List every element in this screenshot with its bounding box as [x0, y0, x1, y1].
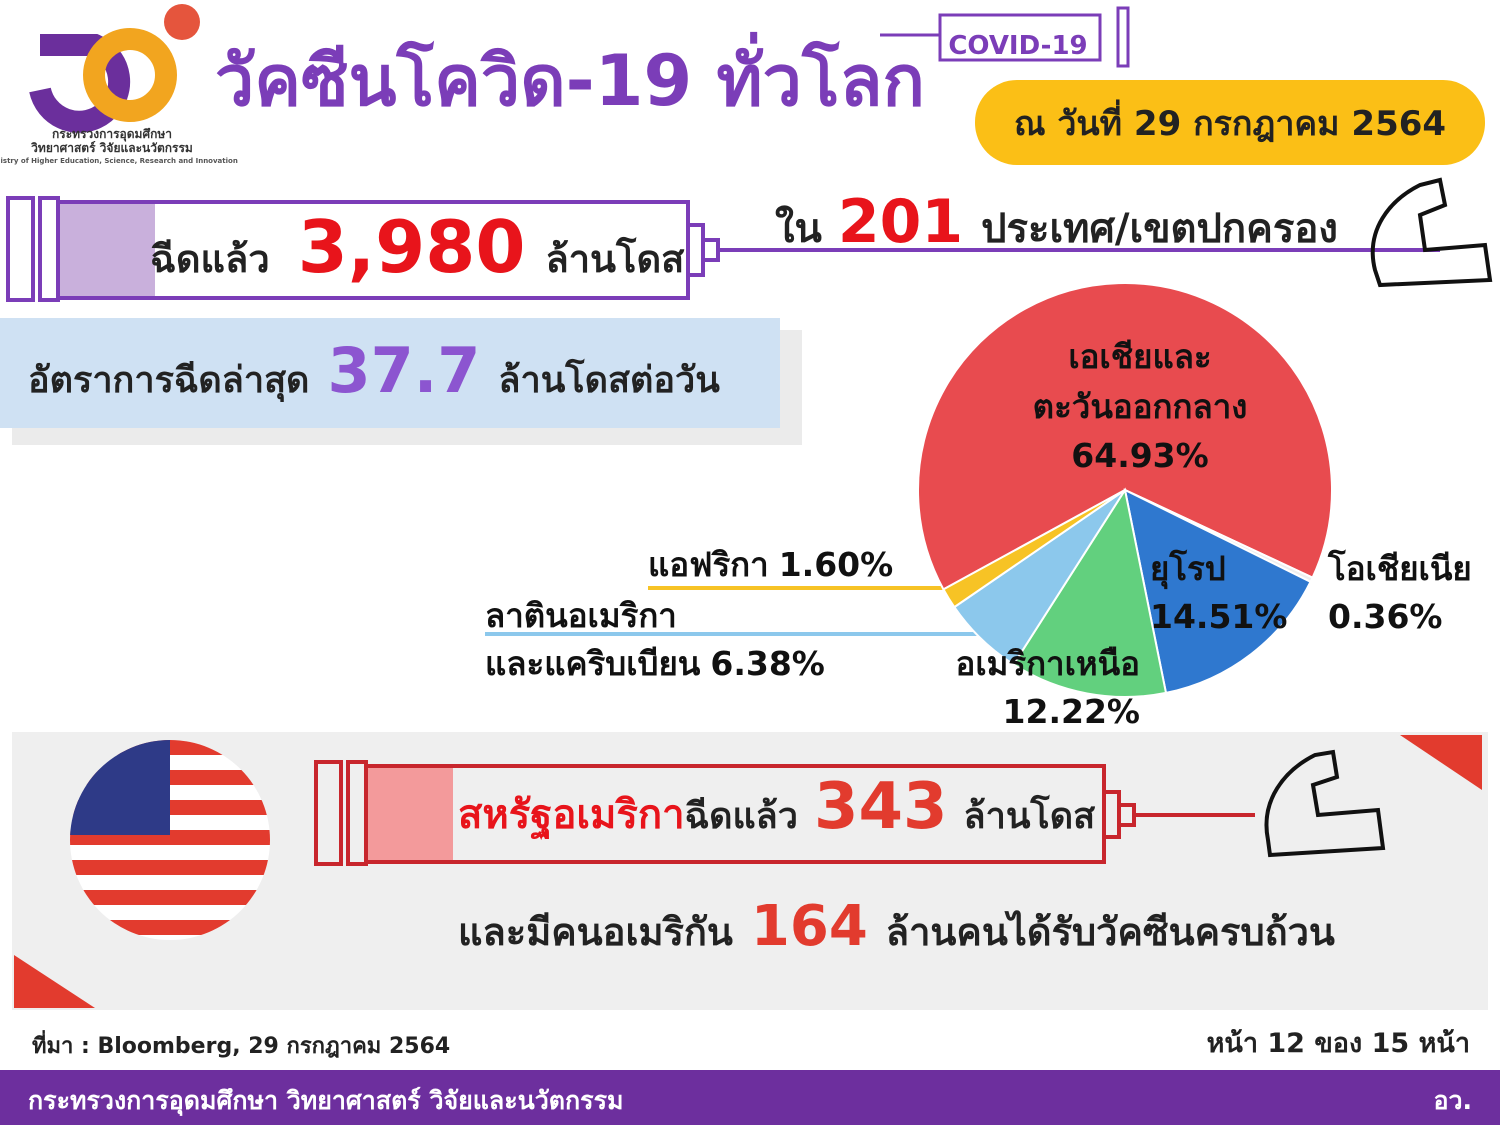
- category: แอฟริกา: [648, 545, 769, 584]
- slice-label: ยุโรป 14.51%: [1150, 545, 1300, 641]
- countries-prefix: ใน: [775, 205, 822, 252]
- value-label: 6.38%: [710, 643, 825, 683]
- org-line1: กระทรวงการอุดมศึกษา: [52, 127, 172, 142]
- total-suffix: ล้านโดส: [545, 236, 685, 281]
- slice-label: โอเชียเนีย 0.36%: [1328, 545, 1498, 641]
- total-value: 3,980: [298, 205, 526, 289]
- usa-syringe: [314, 760, 1255, 866]
- value-label: 0.36%: [1328, 596, 1443, 636]
- usa-line: สหรัฐอเมริกาฉีดแล้ว 343 ล้านโดส: [458, 770, 1095, 844]
- pie-slice: [917, 281, 1333, 591]
- page-number: หน้า 12 ของ 15 หน้า: [1207, 1028, 1470, 1059]
- value-label: 64.93%: [1071, 436, 1209, 475]
- value-label: 14.51%: [1150, 596, 1288, 636]
- source: ที่มา : Bloomberg, 29 กรกฎาคม 2564: [32, 1029, 450, 1059]
- category: เอเชียและ ตะวันออกกลาง: [1032, 337, 1248, 426]
- category: ยุโรป: [1150, 549, 1226, 588]
- footer-bar: [0, 1070, 1500, 1125]
- pie-slice: [1012, 487, 1168, 698]
- corner: [1400, 735, 1482, 790]
- usa-line2-suffix: ล้านคนได้รับวัคซีนครบถ้วน: [886, 910, 1335, 954]
- corner: [14, 955, 95, 1008]
- rate-value: 37.7: [327, 334, 480, 407]
- pie-chart: [917, 281, 1333, 698]
- syringe-label: COVID-19: [948, 31, 1087, 61]
- total-line: ฉีดแล้ว 3,980 ล้านโดส: [150, 205, 685, 289]
- ministry: กระทรวงการอุดมศึกษา วิทยาศาสตร์ วิจัยและ…: [28, 1086, 623, 1117]
- countries-line: ใน 201 ประเทศ/เขตปกครอง: [775, 187, 1338, 257]
- title: วัคซีนโควิด-19 ทั่วโลก: [215, 31, 925, 122]
- logo: [29, 4, 200, 133]
- us-flag: [70, 740, 270, 940]
- usa-line2: และมีคนอเมริกัน 164 ล้านคนได้รับวัคซีนครบถ…: [458, 894, 1335, 959]
- usa-prefix: ฉีดแล้ว: [685, 796, 798, 837]
- pie-slice: [942, 489, 1126, 609]
- slice-label: เอเชียและ ตะวันออกกลาง 64.93%: [980, 332, 1300, 481]
- total-prefix: ฉีดแล้ว: [150, 237, 270, 281]
- category: โอเชียเนีย: [1328, 549, 1472, 588]
- pie-slice: [1123, 488, 1312, 695]
- rate-box: [0, 318, 780, 428]
- usa-line2-prefix: และมีคนอเมริกัน: [458, 910, 733, 954]
- org-en: Ministry of Higher Education, Science, R…: [0, 157, 238, 165]
- muscle-icon: [1264, 749, 1386, 858]
- usa-value: 343: [814, 770, 948, 844]
- syringe-fill: [60, 204, 155, 296]
- slice-label: ลาตินอเมริกา และแคริบเบียน 6.38%: [485, 592, 905, 688]
- date-badge: [975, 80, 1485, 165]
- muscle-icon: [1370, 177, 1493, 288]
- ministry-short: อว.: [1433, 1086, 1472, 1115]
- value-label: 12.22%: [1002, 691, 1140, 731]
- date: ณ วันที่ 29 กรกฎาคม 2564: [1014, 99, 1446, 144]
- countries-value: 201: [838, 187, 963, 257]
- syringe-fill: [368, 768, 453, 860]
- value-label: 1.60%: [778, 545, 894, 584]
- total-syringe: [6, 196, 1440, 302]
- org-line2: วิทยาศาสตร์ วิจัยและนวัตกรรม: [31, 141, 193, 155]
- rate-prefix: อัตราการฉีดล่าสุด: [28, 360, 309, 403]
- category: ลาตินอเมริกา และแคริบเบียน: [485, 596, 701, 683]
- title-syringe: [880, 6, 1130, 68]
- category: อเมริกาเหนือ: [955, 644, 1141, 683]
- slice-label: อเมริกาเหนือ 12.22%: [940, 640, 1141, 736]
- rate-line: อัตราการฉีดล่าสุด 37.7 ล้านโดสต่อวัน: [28, 334, 720, 407]
- countries-suffix: ประเทศ/เขตปกครอง: [981, 206, 1338, 252]
- slice-label: แอฟริกา 1.60%: [648, 541, 948, 589]
- usa-line2-value: 164: [751, 894, 868, 959]
- usa-suffix: ล้านโดส: [964, 794, 1096, 837]
- usa-name: สหรัฐอเมริกา: [458, 792, 685, 841]
- rate-suffix: ล้านโดสต่อวัน: [498, 358, 720, 401]
